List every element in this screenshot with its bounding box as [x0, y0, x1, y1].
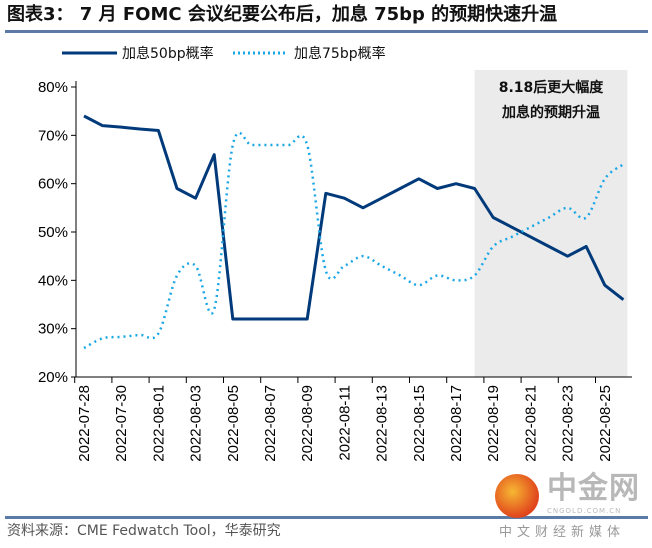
- logo-icon: [495, 474, 539, 518]
- x-tick-label: 2022-08-03: [188, 385, 205, 462]
- y-tick-label: 20%: [38, 369, 68, 386]
- y-tick-label: 80%: [38, 79, 68, 96]
- chart-title: 图表3： 7 月 FOMC 会议纪要公布后，加息 75bp 的预期快速升温: [7, 4, 558, 25]
- watermark-logo: 中金网 CNGOLD.COM.CN 中文财经新媒体: [495, 474, 650, 546]
- y-tick-label: 30%: [38, 321, 68, 338]
- y-tick-label: 40%: [38, 272, 68, 289]
- legend: 加息50bp概率 加息75bp概率: [62, 45, 386, 62]
- watermark-name: 中金网: [547, 471, 640, 506]
- annotation-line-2: 加息的预期升温: [501, 104, 600, 121]
- x-tick-label: 2022-08-21: [522, 385, 539, 462]
- x-tick-label: 2022-08-17: [448, 385, 465, 462]
- x-tick-label: 2022-07-28: [76, 385, 93, 462]
- footer-divider: [5, 516, 648, 519]
- x-tick-label: 2022-08-19: [485, 385, 502, 462]
- y-tick-label: 60%: [38, 176, 68, 193]
- x-tick-label: 2022-08-09: [299, 385, 316, 462]
- legend-label-75bp: 加息75bp概率: [294, 45, 386, 62]
- x-tick-label: 2022-08-07: [262, 385, 279, 462]
- y-tick-label: 70%: [38, 127, 68, 144]
- x-tick-label: 2022-08-11: [336, 385, 353, 461]
- x-tick-label: 2022-08-01: [150, 385, 167, 462]
- x-tick-label: 2022-08-23: [560, 385, 577, 462]
- watermark-subtitle: 中文财经新媒体: [499, 525, 626, 540]
- x-tick-label: 2022-08-05: [225, 385, 242, 462]
- annotation-line-1: 8.18后更大幅度: [499, 79, 605, 96]
- x-tick-label: 2022-08-15: [411, 385, 428, 462]
- watermark-url: CNGOLD.COM.CN: [547, 507, 622, 515]
- source-note: 资料来源：CME Fedwatch Tool，华泰研究: [7, 523, 281, 539]
- legend-label-50bp: 加息50bp概率: [122, 45, 214, 62]
- x-tick-label: 2022-08-25: [597, 385, 614, 462]
- x-tick-label: 2022-07-30: [113, 385, 130, 462]
- title-divider: [5, 30, 648, 33]
- annotation: 8.18后更大幅度 加息的预期升温: [499, 79, 605, 121]
- y-tick-label: 50%: [38, 224, 68, 241]
- x-tick-label: 2022-08-13: [374, 385, 391, 462]
- series-line-50bp: [83, 114, 625, 321]
- highlight-region: [474, 70, 628, 377]
